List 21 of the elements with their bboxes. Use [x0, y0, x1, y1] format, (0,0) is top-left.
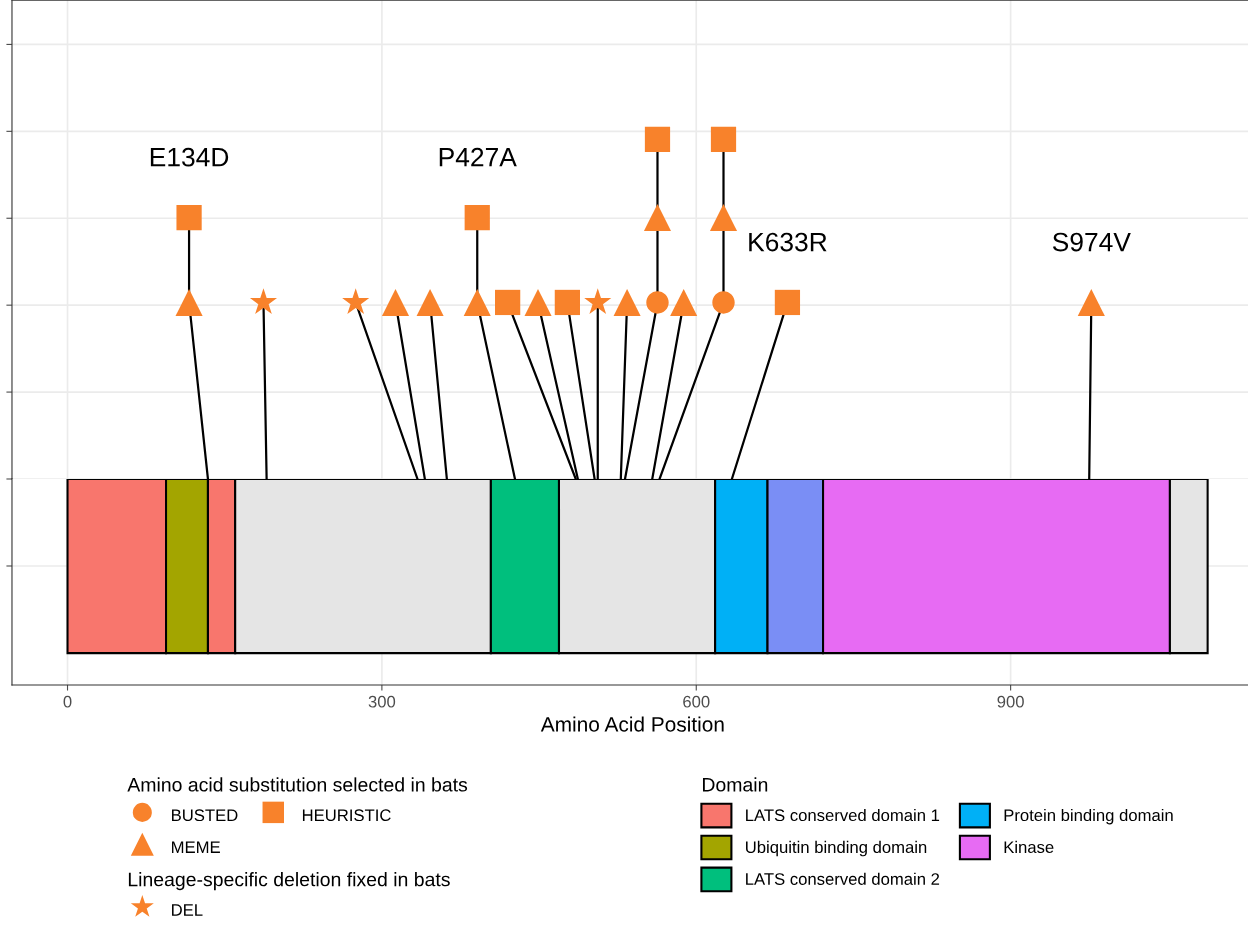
x-axis-title: Amino Acid Position	[540, 716, 724, 732]
annotation: S974V	[1052, 232, 1131, 252]
legend-label: HEURISTIC	[302, 809, 391, 822]
x-tick-label: 0	[63, 695, 72, 708]
legend-label: DEL	[172, 904, 203, 916]
legend-label: LATS conserved domain 1	[746, 808, 940, 822]
legend-label: Protein binding domain	[1004, 808, 1173, 825]
annotation: P427A	[439, 147, 517, 167]
annotation: E134D	[150, 147, 229, 167]
legend-label: MEME	[172, 841, 220, 853]
x-tick-label: 600	[683, 695, 710, 708]
text: Lineage-specific deletion fixed in bats	[128, 872, 450, 891]
legend-label: LATS conserved domain 2	[746, 872, 940, 885]
legend-label: Ubiquitin binding domain	[746, 840, 927, 857]
annotation: K633R	[749, 232, 827, 252]
legend-title: Domain	[703, 777, 768, 792]
text: Amino acid substitution selected in bats	[127, 777, 468, 792]
legend-label: BUSTED	[172, 809, 238, 822]
legend-label: Kinase	[1004, 840, 1054, 854]
x-tick-label: 300	[368, 695, 396, 708]
x-tick-label: 900	[997, 695, 1024, 708]
